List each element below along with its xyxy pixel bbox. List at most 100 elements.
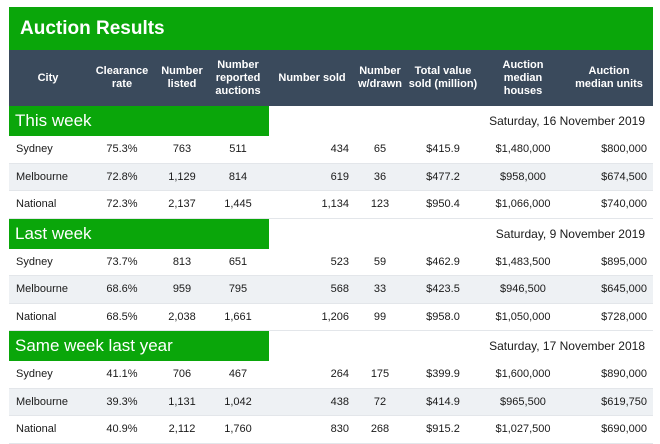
cell-total-value: $915.2 <box>405 415 481 444</box>
cell-total-value: $950.4 <box>405 190 481 219</box>
col-header-median-units: Auction median units <box>565 50 653 106</box>
cell-city: Sydney <box>9 248 87 276</box>
cell-clearance-rate: 68.5% <box>87 303 157 331</box>
cell-reported-auctions: 511 <box>207 136 269 164</box>
cell-number-withdrawn: 99 <box>355 303 405 331</box>
col-header-city: City <box>9 50 87 106</box>
cell-clearance-rate: 39.3% <box>87 388 157 416</box>
section-label: This week <box>9 106 269 136</box>
cell-city: National <box>9 190 87 219</box>
table-row: Melbourne 72.8% 1,129 814 619 36 $477.2 $958,00… <box>9 163 653 191</box>
cell-number-withdrawn: 33 <box>355 275 405 304</box>
cell-median-houses: $1,480,000 <box>481 136 565 164</box>
col-header-number-withdrawn: Number w/drawn <box>355 50 405 106</box>
cell-number-sold: 1,134 <box>269 190 355 219</box>
col-header-number-reported-auctions: Number reported auctions <box>207 50 269 106</box>
cell-median-units: $728,000 <box>565 303 653 331</box>
cell-city: Sydney <box>9 361 87 389</box>
cell-median-units: $895,000 <box>565 248 653 276</box>
cell-clearance-rate: 75.3% <box>87 136 157 164</box>
cell-median-houses: $958,000 <box>481 163 565 191</box>
cell-number-sold: 523 <box>269 248 355 276</box>
table-body: This week Saturday, 16 November 2019 Sydne… <box>9 106 653 444</box>
cell-median-houses: $1,066,000 <box>481 190 565 219</box>
cell-number-withdrawn: 268 <box>355 415 405 444</box>
cell-number-listed: 2,112 <box>157 415 207 444</box>
cell-median-units: $800,000 <box>565 136 653 164</box>
cell-clearance-rate: 72.3% <box>87 190 157 219</box>
col-header-median-houses: Auction median houses <box>481 50 565 106</box>
cell-number-listed: 706 <box>157 361 207 389</box>
section-label: Same week last year <box>9 330 269 361</box>
cell-median-houses: $946,500 <box>481 275 565 304</box>
cell-number-listed: 2,038 <box>157 303 207 331</box>
cell-median-units: $674,500 <box>565 163 653 191</box>
cell-number-withdrawn: 65 <box>355 136 405 164</box>
cell-median-units: $690,000 <box>565 415 653 444</box>
cell-reported-auctions: 467 <box>207 361 269 389</box>
cell-number-listed: 959 <box>157 275 207 304</box>
table-row: National 40.9% 2,112 1,760 830 268 $915.2 $1,02… <box>9 415 653 444</box>
cell-number-listed: 1,129 <box>157 163 207 191</box>
cell-median-houses: $1,483,500 <box>481 248 565 276</box>
cell-total-value: $423.5 <box>405 275 481 304</box>
cell-number-listed: 763 <box>157 136 207 164</box>
cell-number-listed: 2,137 <box>157 190 207 219</box>
cell-clearance-rate: 68.6% <box>87 275 157 304</box>
cell-number-sold: 438 <box>269 388 355 416</box>
cell-clearance-rate: 40.9% <box>87 415 157 444</box>
table-row: Sydney 75.3% 763 511 434 65 $415.9 $1,480,000 $8… <box>9 136 653 164</box>
cell-median-houses: $965,500 <box>481 388 565 416</box>
section-date: Saturday, 17 November 2018 <box>269 330 653 361</box>
cell-clearance-rate: 72.8% <box>87 163 157 191</box>
section-header-row: Last week Saturday, 9 November 2019 <box>9 218 653 249</box>
cell-median-houses: $1,027,500 <box>481 415 565 444</box>
cell-reported-auctions: 1,445 <box>207 190 269 219</box>
cell-clearance-rate: 41.1% <box>87 361 157 389</box>
cell-median-units: $740,000 <box>565 190 653 219</box>
cell-number-sold: 1,206 <box>269 303 355 331</box>
cell-reported-auctions: 1,042 <box>207 388 269 416</box>
section-date: Saturday, 9 November 2019 <box>269 218 653 249</box>
cell-city: Melbourne <box>9 163 87 191</box>
cell-number-withdrawn: 175 <box>355 361 405 389</box>
table-row: Sydney 41.1% 706 467 264 175 $399.9 $1,600,000 $… <box>9 361 653 389</box>
table-row: National 68.5% 2,038 1,661 1,206 99 $958.0 $1,0… <box>9 303 653 331</box>
cell-median-houses: $1,050,000 <box>481 303 565 331</box>
cell-number-withdrawn: 36 <box>355 163 405 191</box>
cell-city: Melbourne <box>9 275 87 304</box>
cell-median-units: $890,000 <box>565 361 653 389</box>
results-table: City Clearance rate Number listed Number… <box>9 50 653 444</box>
cell-total-value: $477.2 <box>405 163 481 191</box>
cell-number-withdrawn: 59 <box>355 248 405 276</box>
section-header-row: Same week last year Saturday, 17 November… <box>9 330 653 361</box>
cell-reported-auctions: 814 <box>207 163 269 191</box>
cell-total-value: $462.9 <box>405 248 481 276</box>
section-date: Saturday, 16 November 2019 <box>269 106 653 136</box>
cell-reported-auctions: 1,661 <box>207 303 269 331</box>
col-header-number-sold: Number sold <box>269 50 355 106</box>
cell-reported-auctions: 1,760 <box>207 415 269 444</box>
cell-total-value: $958.0 <box>405 303 481 331</box>
cell-reported-auctions: 795 <box>207 275 269 304</box>
cell-city: Melbourne <box>9 388 87 416</box>
cell-number-listed: 1,131 <box>157 388 207 416</box>
cell-number-listed: 813 <box>157 248 207 276</box>
cell-city: Sydney <box>9 136 87 164</box>
cell-city: National <box>9 303 87 331</box>
cell-total-value: $414.9 <box>405 388 481 416</box>
cell-total-value: $415.9 <box>405 136 481 164</box>
table-row: National 72.3% 2,137 1,445 1,134 123 $950.4 $1,… <box>9 190 653 219</box>
col-header-total-value-sold: Total value sold (million) <box>405 50 481 106</box>
table-row: Melbourne 39.3% 1,131 1,042 438 72 $414.9 $965,… <box>9 388 653 416</box>
section-header-row: This week Saturday, 16 November 2019 <box>9 106 653 136</box>
cell-total-value: $399.9 <box>405 361 481 389</box>
cell-number-sold: 264 <box>269 361 355 389</box>
cell-reported-auctions: 651 <box>207 248 269 276</box>
cell-number-sold: 568 <box>269 275 355 304</box>
cell-number-sold: 830 <box>269 415 355 444</box>
title-bar: Auction Results <box>9 7 653 50</box>
cell-number-sold: 619 <box>269 163 355 191</box>
table-header-row: City Clearance rate Number listed Number… <box>9 50 653 106</box>
cell-clearance-rate: 73.7% <box>87 248 157 276</box>
